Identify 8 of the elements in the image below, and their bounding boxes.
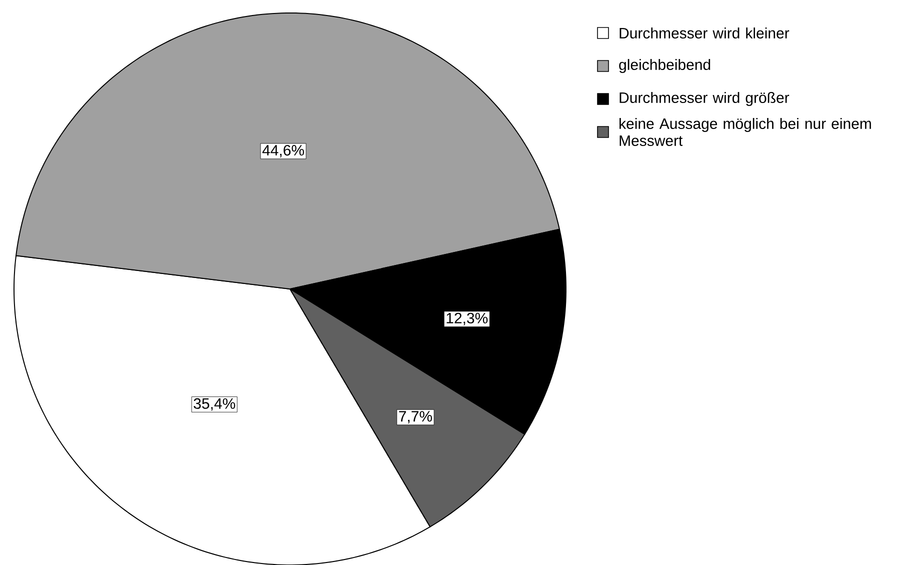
data-label: 44,6% [262, 144, 304, 158]
data-label: 35,4% [194, 398, 236, 411]
legend-label: gleichbeibend [619, 59, 710, 73]
data-label: 12,3% [446, 312, 488, 326]
legend-label: Durchmesser wird kleiner [620, 27, 790, 38]
data-label: 7,7% [399, 411, 432, 424]
legend-label: Durchmesser wird größer [620, 92, 790, 106]
legend-label: keine Aussage möglich bei nur einem Messwert [620, 118, 871, 146]
